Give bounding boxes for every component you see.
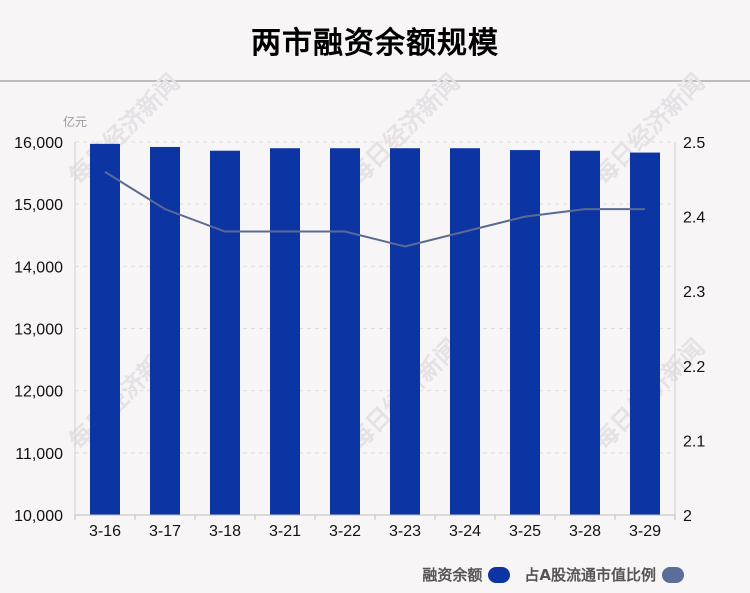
y-left-tick-label: 10,000: [14, 508, 63, 525]
bar: [330, 148, 360, 515]
y-right-tick-label: 2.3: [683, 284, 705, 301]
bar: [570, 150, 600, 515]
bar: [510, 150, 540, 515]
chart-title: 两市融资余额规模: [251, 26, 499, 61]
legend-item-bars[interactable]: 融资余额: [422, 564, 511, 585]
x-tick-label: 3-17: [149, 523, 181, 540]
y-left-tick-label: 14,000: [14, 259, 63, 276]
bar: [390, 148, 420, 515]
legend-bars-swatch: [488, 566, 511, 583]
bar-series: [90, 143, 660, 516]
legend-line-label: 占A股流通市值比例: [524, 566, 656, 584]
y-right-tick-label: 2.1: [683, 433, 705, 450]
y-left-tick-label: 15,000: [14, 197, 63, 214]
x-tick-label: 3-16: [89, 523, 121, 540]
line-series: [104, 170, 645, 248]
y-right-tick-label: 2.2: [683, 359, 705, 376]
bar: [450, 148, 480, 515]
legend: 融资余额 占A股流通市值比例: [408, 564, 684, 585]
y-left-tick-label: 11,000: [15, 446, 63, 463]
bar: [210, 150, 240, 515]
y-right-tick-label: 2.4: [683, 210, 705, 227]
bar: [90, 143, 120, 516]
y-left-tick-label: 12,000: [14, 384, 63, 401]
ratio-line: [104, 170, 645, 248]
y-left-tick-label: 16,000: [14, 135, 63, 152]
x-tick-label: 3-28: [569, 523, 601, 540]
x-tick-label: 3-23: [389, 523, 421, 540]
x-tick-label: 3-22: [329, 523, 361, 540]
legend-item-line[interactable]: 占A股流通市值比例: [524, 564, 684, 585]
x-tick-label: 3-24: [449, 523, 481, 540]
y-right-tick-label: 2.5: [683, 135, 705, 152]
axes: 10,000 11,000 12,000 13,000 14,000 15,000 16,0…: [14, 135, 705, 540]
x-tick-label: 3-21: [269, 523, 301, 540]
legend-line-swatch: [662, 566, 684, 583]
y-right-tick-label: 2: [683, 508, 692, 525]
title-divider: [0, 80, 750, 82]
bar: [630, 152, 660, 515]
bar: [270, 148, 300, 515]
x-tick-label: 3-25: [509, 523, 541, 540]
y-left-tick-label: 13,000: [14, 322, 63, 339]
y-left-unit: 亿元: [63, 114, 87, 129]
x-tick-label: 3-18: [209, 523, 241, 540]
x-tick-label: 3-29: [629, 523, 661, 540]
legend-bars-label: 融资余额: [422, 566, 483, 584]
